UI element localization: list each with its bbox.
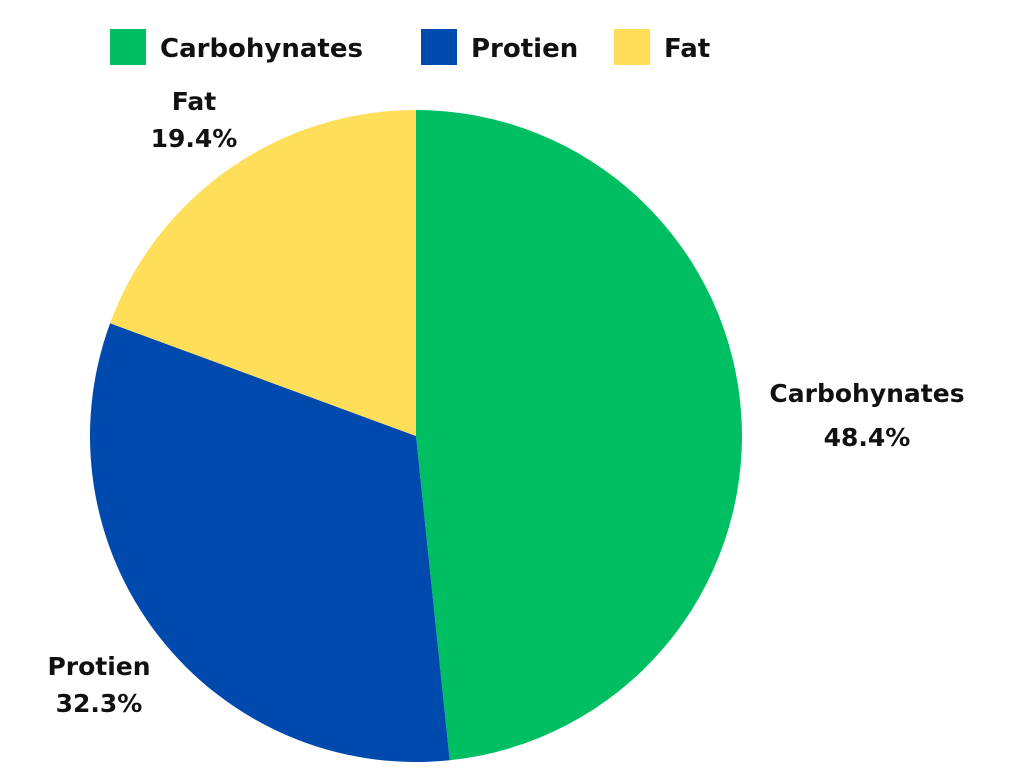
slice-percent-fat: 19.4% [151, 124, 238, 153]
pie-slice-carbohynates[interactable] [416, 110, 742, 761]
pie-slice-fat[interactable] [110, 110, 417, 436]
legend-swatch-protien [421, 29, 457, 65]
legend-item-protien[interactable]: Protien [421, 29, 578, 65]
legend-swatch-fat [614, 29, 650, 65]
legend-item-carbohynates[interactable]: Carbohynates [110, 29, 363, 65]
legend-label-fat: Fat [664, 34, 710, 64]
slice-label-fat: Fat [172, 87, 216, 116]
legend-swatch-carbohynates [110, 29, 146, 65]
slice-label-carbohynates: Carbohynates [769, 379, 964, 408]
slice-percent-carbohynates: 48.4% [824, 423, 911, 452]
legend-label-carbohynates: Carbohynates [160, 34, 363, 64]
pie-slice-protien[interactable] [90, 323, 450, 762]
legend-item-fat[interactable]: Fat [614, 29, 710, 65]
slice-percent-protien: 32.3% [56, 689, 143, 718]
chart-legend: Carbohynates Protien Fat [110, 29, 710, 65]
slice-labels: Carbohynates 48.4% Protien 32.3% Fat 19.… [47, 87, 964, 718]
slice-label-protien: Protien [47, 652, 150, 681]
legend-label-protien: Protien [471, 34, 578, 64]
pie-slices [90, 110, 742, 762]
